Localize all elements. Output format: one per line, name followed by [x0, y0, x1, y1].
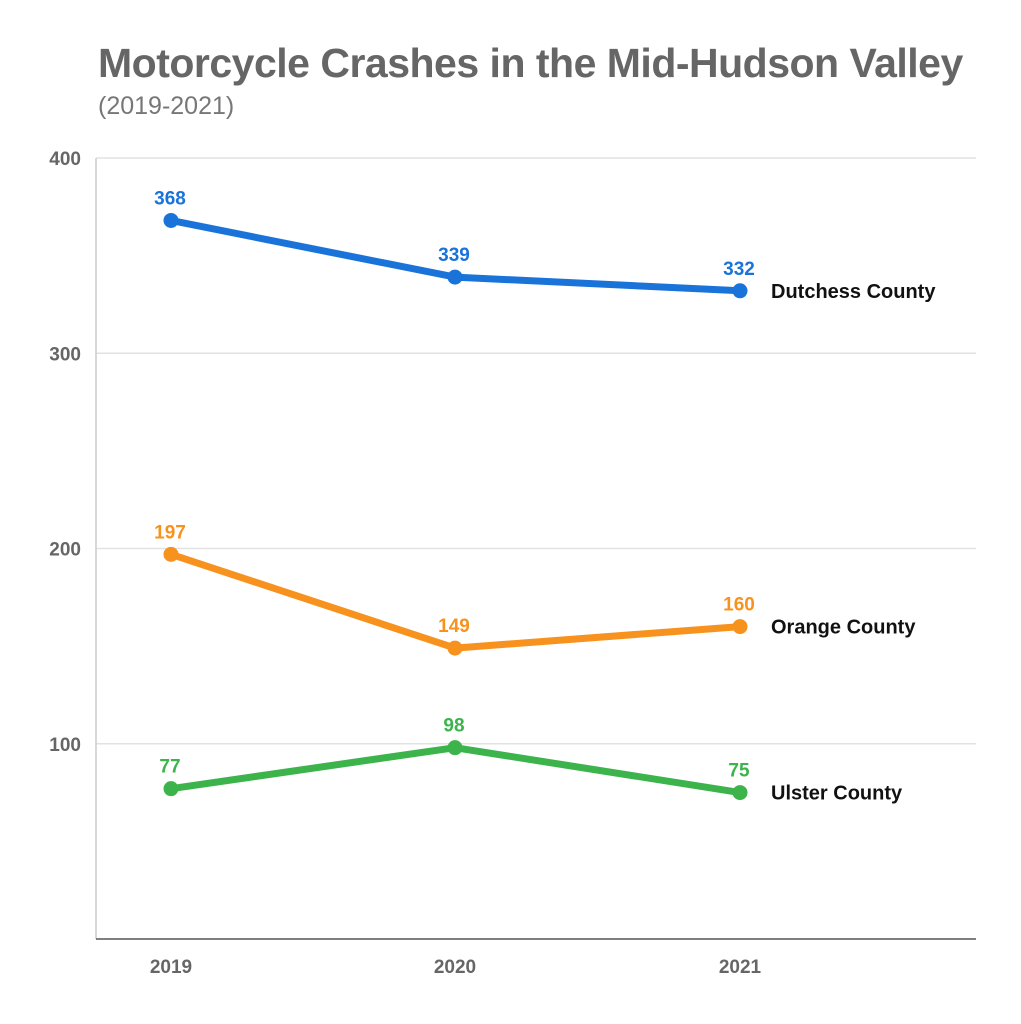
- x-tick-labels: 2019 2020 2021: [150, 957, 762, 978]
- data-point: [447, 740, 463, 756]
- data-point: [447, 269, 463, 285]
- data-label: 197: [154, 522, 186, 543]
- data-label: 98: [443, 716, 464, 737]
- data-point: [447, 640, 463, 656]
- data-label: 149: [438, 616, 470, 637]
- x-tick-label: 2020: [434, 957, 476, 978]
- axes: [95, 158, 976, 940]
- chart-title: Motorcycle Crashes in the Mid-Hudson Val…: [98, 40, 963, 86]
- data-point: [732, 785, 748, 801]
- x-tick-label: 2019: [150, 957, 192, 978]
- series-dutchess-county: 368 339 332 Dutchess County: [154, 188, 936, 302]
- series-group: 368 339 332 Dutchess County 197 149 160 Orange …: [154, 188, 936, 804]
- chart-subtitle: (2019-2021): [98, 92, 235, 120]
- data-label: 75: [728, 761, 750, 782]
- gridlines: [96, 157, 976, 745]
- y-tick-label: 300: [49, 344, 81, 365]
- series-name-label: Orange County: [771, 617, 916, 639]
- series-ulster-county: 77 98 75 Ulster County: [159, 716, 903, 805]
- data-point: [163, 546, 179, 562]
- y-tick-label: 200: [49, 540, 81, 561]
- data-label: 339: [438, 245, 470, 266]
- data-label: 160: [723, 595, 755, 616]
- x-tick-label: 2021: [719, 957, 762, 978]
- y-tick-label: 100: [49, 735, 81, 756]
- series-name-label: Ulster County: [771, 783, 903, 805]
- data-label: 368: [154, 188, 186, 209]
- series-name-label: Dutchess County: [771, 281, 936, 303]
- y-tick-labels: 100 200 300 400: [49, 149, 81, 756]
- data-point: [732, 283, 748, 299]
- series-orange-county: 197 149 160 Orange County: [154, 522, 916, 656]
- data-point: [163, 781, 179, 797]
- y-tick-label: 400: [49, 149, 81, 170]
- data-point: [163, 212, 179, 228]
- data-label: 332: [723, 259, 755, 280]
- data-point: [732, 619, 748, 635]
- data-label: 77: [159, 757, 180, 778]
